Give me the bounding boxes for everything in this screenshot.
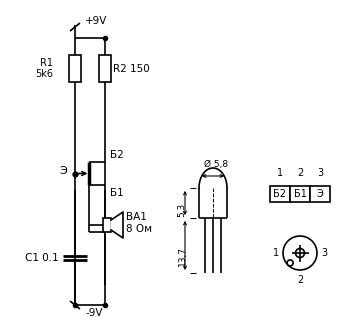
Text: C1 0.1: C1 0.1	[25, 253, 59, 263]
Text: Э: Э	[59, 167, 67, 176]
Bar	[270, 186, 290, 202]
Bar	[99, 55, 111, 82]
Text: 13,7: 13,7	[177, 246, 187, 265]
Text: 1: 1	[273, 248, 279, 258]
Text: 2: 2	[297, 168, 303, 178]
Text: Ø 5,8: Ø 5,8	[204, 160, 228, 169]
Bar	[290, 186, 310, 202]
Text: -9V: -9V	[85, 308, 103, 318]
Bar	[69, 55, 81, 82]
Text: +9V: +9V	[85, 16, 107, 26]
Text: 1: 1	[277, 168, 283, 178]
Text: 2: 2	[297, 275, 303, 285]
Text: R1
5k6: R1 5k6	[35, 58, 53, 79]
Text: Б2: Б2	[273, 189, 287, 199]
Polygon shape	[111, 212, 123, 238]
Text: Б1: Б1	[110, 188, 124, 198]
Text: ВА1
8 Ом: ВА1 8 Ом	[126, 212, 152, 234]
Text: 5,3: 5,3	[177, 203, 187, 217]
Bar	[310, 186, 330, 202]
Bar	[103, 218, 111, 232]
Text: R2 150: R2 150	[113, 64, 150, 74]
Circle shape	[287, 260, 293, 266]
Text: Э: Э	[317, 189, 323, 199]
Text: 3: 3	[321, 248, 327, 258]
Text: 3: 3	[317, 168, 323, 178]
Text: Б2: Б2	[110, 150, 124, 160]
Text: Б1: Б1	[294, 189, 307, 199]
